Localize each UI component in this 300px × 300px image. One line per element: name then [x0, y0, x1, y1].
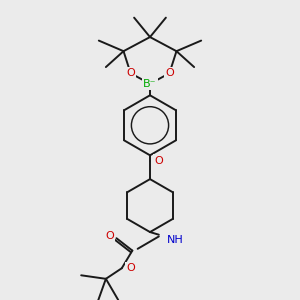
Text: O: O: [105, 232, 114, 242]
Text: O: O: [165, 68, 174, 78]
Text: O: O: [126, 68, 135, 78]
Text: B⁻: B⁻: [143, 79, 157, 89]
Text: O: O: [154, 156, 163, 166]
Text: NH: NH: [167, 235, 184, 245]
Text: O: O: [126, 263, 135, 273]
